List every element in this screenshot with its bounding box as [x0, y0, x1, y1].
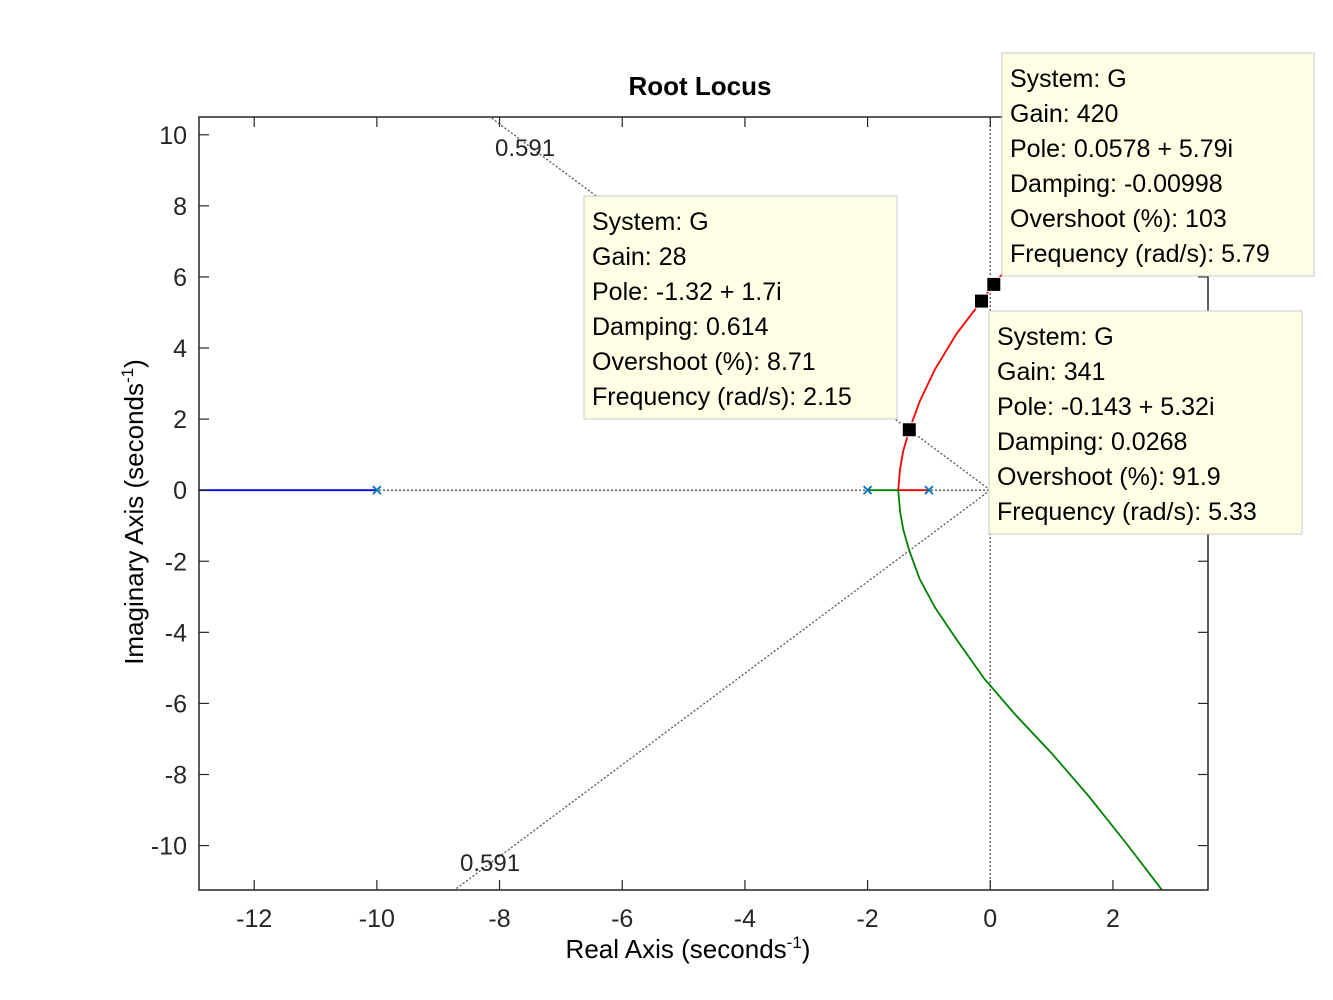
datatip-marker: [986, 276, 1002, 292]
x-axis-title-sup: -1: [787, 933, 802, 952]
damping-label-upper: 0.591: [495, 135, 555, 162]
y-tick-label: 2: [173, 406, 187, 434]
y-tick-label: 0: [173, 477, 187, 505]
damping-label-lower: 0.591: [460, 850, 520, 877]
chart-title: Root Locus: [629, 71, 772, 101]
datatip-box: [988, 310, 1303, 535]
damping-ray-lower: [453, 489, 991, 890]
datatip-box: [583, 195, 898, 420]
y-tick-label: -8: [165, 761, 187, 789]
datatip-line: Gain: 28: [592, 243, 687, 271]
datatip-line: Overshoot (%): 103: [1010, 205, 1227, 233]
locus-branch-red-3: [897, 262, 1013, 491]
datatip-line: Overshoot (%): 91.9: [997, 463, 1221, 491]
x-tick-label: -10: [359, 905, 395, 933]
y-tick-label: 4: [173, 335, 187, 363]
datatip-line: Frequency (rad/s): 2.15: [592, 383, 852, 411]
y-tick-label: -10: [151, 833, 187, 861]
y-axis-title-close: ): [119, 359, 149, 368]
x-tick-label: 2: [1106, 905, 1120, 933]
open-loop-pole-marker: [372, 485, 382, 495]
y-axis-title-main: Imaginary Axis (seconds: [119, 383, 149, 665]
open-loop-pole-marker: [924, 485, 934, 495]
x-axis-title-main: Real Axis (seconds: [566, 934, 787, 964]
datatip-marker: [973, 293, 989, 309]
datatip-line: Pole: -1.32 + 1.7i: [592, 278, 782, 306]
y-tick-label: 10: [159, 122, 187, 150]
y-tick-label: -6: [165, 690, 187, 718]
y-axis-title-sup: -1: [118, 368, 137, 383]
datatip-line: Frequency (rad/s): 5.33: [997, 498, 1257, 526]
datatip-box: [1001, 52, 1315, 277]
x-tick-label: -8: [488, 905, 510, 933]
x-axis-title: Real Axis (seconds-1): [566, 933, 811, 964]
datatip-marker: [901, 422, 917, 438]
datatip-layer: System: G Gain: 28 Pole: -1.32 + 1.7i Dampi…: [583, 52, 1315, 535]
locus-branch-green-4: [897, 490, 1163, 890]
x-tick-label: -12: [236, 905, 272, 933]
y-tick-label: 6: [173, 264, 187, 292]
x-tick-label: -6: [611, 905, 633, 933]
y-tick-label: 8: [173, 193, 187, 221]
datatip-line: Damping: 0.0268: [997, 428, 1187, 456]
x-tick-label: 0: [983, 905, 997, 933]
open-loop-pole-marker: [862, 485, 873, 495]
datatip-line: Damping: 0.614: [592, 313, 769, 341]
datatip-line: System: G: [997, 323, 1114, 351]
datatip-line: Pole: 0.0578 + 5.79i: [1010, 135, 1233, 163]
datatip-line: Overshoot (%): 8.71: [592, 348, 816, 376]
y-tick-label: -2: [165, 548, 187, 576]
datatip-line: Gain: 341: [997, 358, 1105, 386]
plot-area: 0.591 0.591 -12 -10 -8 -6 -4 -2 0 2 -10 -8 -6 -4 -2 0 2 4…: [151, 116, 1209, 933]
datatip-line: Pole: -0.143 + 5.32i: [997, 393, 1215, 421]
datatip-line: Frequency (rad/s): 5.79: [1010, 240, 1270, 268]
datatip-line: Damping: -0.00998: [1010, 170, 1223, 198]
datatip-line: System: G: [592, 208, 709, 236]
x-tick-label: -2: [856, 905, 878, 933]
y-tick-label: -4: [165, 619, 187, 647]
x-tick-label: -4: [734, 905, 756, 933]
datatip-line: System: G: [1010, 65, 1127, 93]
y-axis-title: Imaginary Axis (seconds-1): [118, 359, 149, 665]
x-axis-title-close: ): [802, 934, 811, 964]
datatip-line: Gain: 420: [1010, 100, 1118, 128]
